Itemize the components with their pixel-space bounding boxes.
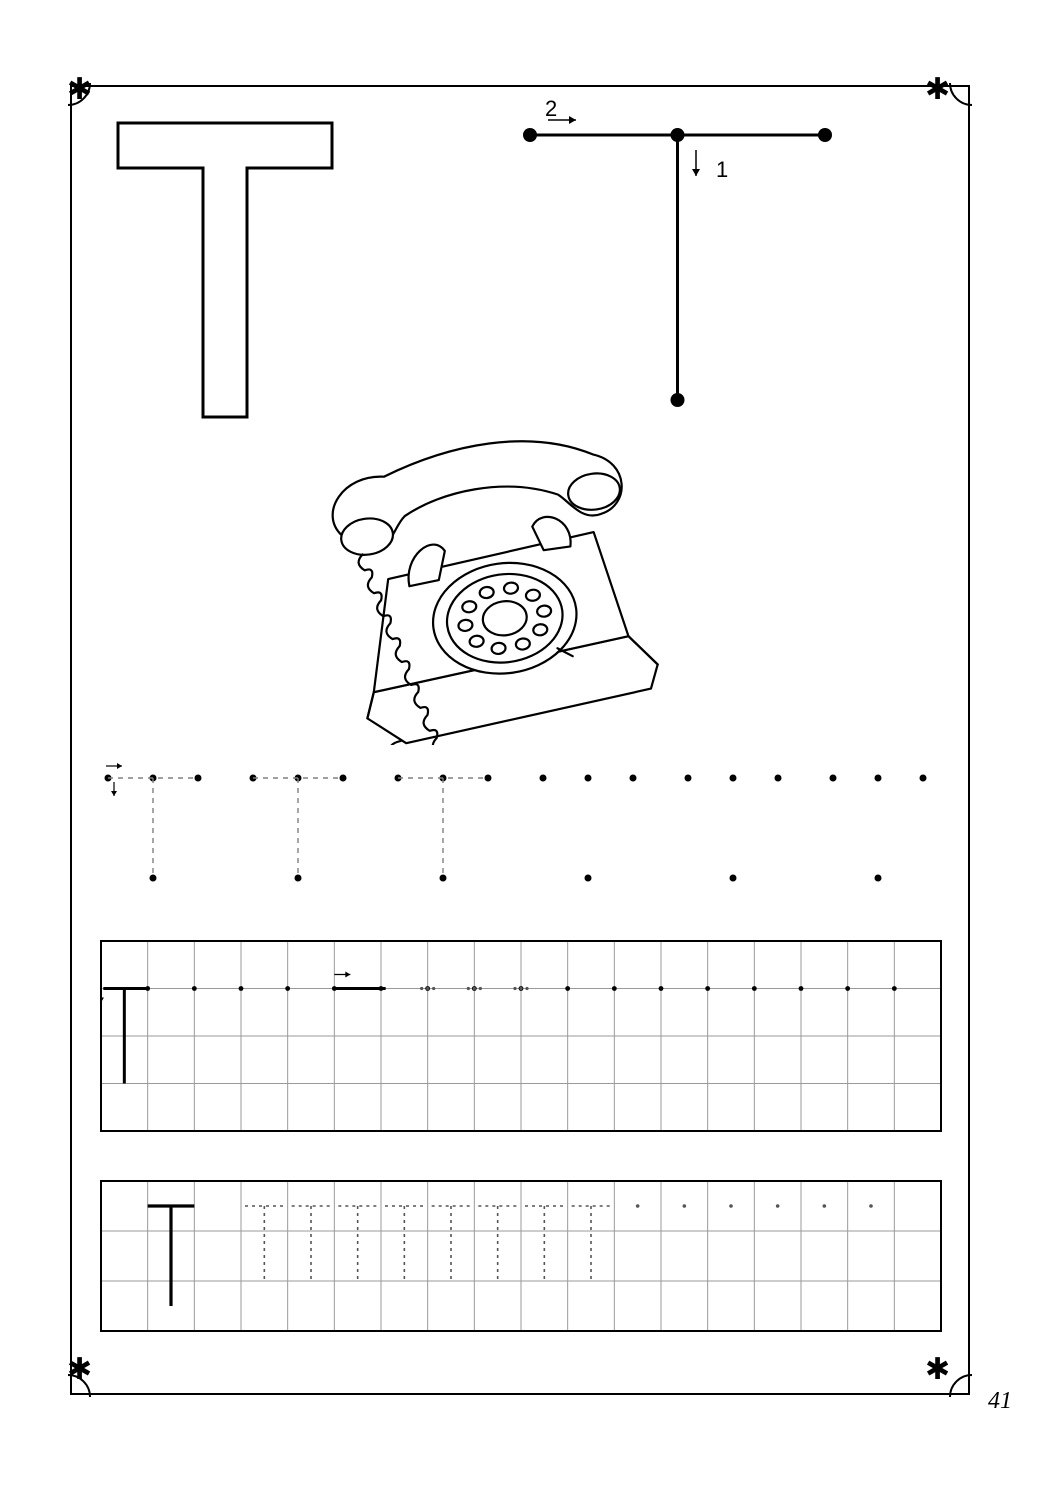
writing-grid-2 xyxy=(100,1180,944,1334)
starburst-icon: ✱ xyxy=(67,1355,92,1385)
letter-stroke-guide-T xyxy=(510,115,845,420)
starburst-icon: ✱ xyxy=(925,1355,950,1385)
corner-arc-tr xyxy=(949,60,995,106)
starburst-icon: ✱ xyxy=(925,75,950,105)
page-number: 41 xyxy=(988,1388,1012,1415)
worksheet-page: ✱ ✱ ✱ ✱ 41 2 1 xyxy=(0,0,1050,1485)
telephone-illustration xyxy=(290,425,690,745)
letter-outline-T xyxy=(115,120,335,420)
practice-row xyxy=(88,760,998,920)
writing-grid-1 xyxy=(100,940,944,1134)
stroke-label-1: 1 xyxy=(716,157,728,183)
stroke-label-2: 2 xyxy=(545,96,557,122)
starburst-icon: ✱ xyxy=(67,75,92,105)
